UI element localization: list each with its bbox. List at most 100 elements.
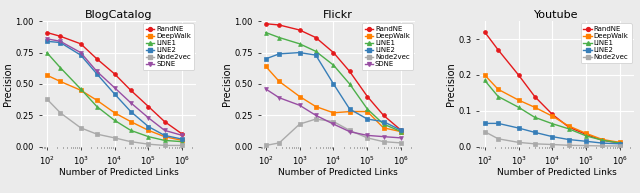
LINE1 [380, 123, 387, 125]
DeepWalk [380, 127, 387, 129]
RandNE [364, 95, 371, 98]
DeepWalk [397, 130, 405, 133]
Y-axis label: Precision: Precision [446, 62, 456, 106]
DeepWalk [548, 115, 556, 117]
LINE1 [364, 108, 371, 110]
Node2vec [397, 142, 405, 144]
SDNE [93, 70, 100, 73]
Legend: RandNE, DeepWalk, LINE1, LINE2, Node2vec, SDNE: RandNE, DeepWalk, LINE1, LINE2, Node2vec… [143, 23, 194, 70]
Y-axis label: Precision: Precision [221, 62, 232, 106]
SDNE [145, 117, 152, 119]
LINE2 [111, 93, 118, 95]
DeepWalk [616, 141, 624, 144]
RandNE [397, 129, 405, 132]
LINE2 [296, 51, 303, 54]
LINE2 [145, 125, 152, 128]
DeepWalk [494, 88, 502, 91]
Node2vec [494, 138, 502, 140]
SDNE [312, 114, 319, 116]
Node2vec [598, 145, 606, 147]
Line: LINE1: LINE1 [483, 78, 622, 145]
RandNE [494, 49, 502, 51]
DeepWalk [77, 89, 84, 91]
LINE1 [616, 142, 624, 144]
Line: SDNE: SDNE [264, 87, 403, 140]
LINE1 [262, 31, 269, 34]
RandNE [127, 89, 134, 91]
RandNE [111, 73, 118, 75]
LINE2 [56, 41, 64, 44]
Legend: RandNE, DeepWalk, LINE1, LINE2, Node2vec, SDNE: RandNE, DeepWalk, LINE1, LINE2, Node2vec… [362, 23, 413, 70]
Node2vec [564, 144, 572, 146]
Line: RandNE: RandNE [45, 30, 184, 136]
DeepWalk [127, 120, 134, 123]
RandNE [145, 105, 152, 108]
RandNE [515, 74, 522, 76]
LINE1 [397, 130, 405, 133]
LINE1 [127, 129, 134, 132]
Node2vec [127, 141, 134, 143]
RandNE [312, 36, 319, 39]
DeepWalk [145, 129, 152, 132]
Node2vec [364, 137, 371, 139]
RandNE [262, 23, 269, 25]
DeepWalk [56, 80, 64, 83]
Node2vec [275, 142, 283, 144]
LINE1 [515, 106, 522, 108]
LINE2 [77, 54, 84, 56]
SDNE [111, 86, 118, 89]
Node2vec [145, 143, 152, 145]
LINE2 [161, 134, 168, 137]
Line: RandNE: RandNE [264, 22, 403, 132]
SDNE [275, 96, 283, 99]
LINE2 [330, 83, 337, 85]
Line: LINE1: LINE1 [45, 51, 184, 144]
Line: DeepWalk: DeepWalk [264, 64, 403, 134]
Line: DeepWalk: DeepWalk [45, 73, 184, 142]
Node2vec [380, 141, 387, 143]
SDNE [262, 88, 269, 90]
SDNE [364, 134, 371, 137]
LINE2 [312, 54, 319, 56]
Line: LINE2: LINE2 [483, 121, 622, 146]
X-axis label: Number of Predicted Links: Number of Predicted Links [59, 168, 179, 177]
DeepWalk [582, 132, 590, 135]
DeepWalk [93, 99, 100, 102]
RandNE [548, 113, 556, 116]
Node2vec [481, 130, 488, 133]
LINE2 [262, 58, 269, 60]
RandNE [296, 29, 303, 31]
Node2vec [515, 141, 522, 144]
Node2vec [77, 127, 84, 129]
LINE1 [582, 135, 590, 137]
Legend: RandNE, DeepWalk, LINE1, LINE2, Node2vec: RandNE, DeepWalk, LINE1, LINE2, Node2vec [580, 23, 632, 63]
LINE2 [531, 131, 538, 134]
RandNE [346, 70, 353, 73]
LINE2 [346, 108, 353, 110]
DeepWalk [481, 74, 488, 76]
SDNE [43, 38, 51, 40]
LINE1 [93, 105, 100, 108]
Line: Node2vec: Node2vec [483, 130, 622, 148]
Line: Node2vec: Node2vec [264, 117, 403, 147]
LINE1 [330, 64, 337, 66]
LINE1 [346, 83, 353, 85]
SDNE [397, 137, 405, 139]
DeepWalk [111, 112, 118, 114]
LINE1 [77, 88, 84, 90]
RandNE [56, 35, 64, 37]
Node2vec [111, 137, 118, 139]
SDNE [161, 129, 168, 132]
SDNE [56, 40, 64, 42]
X-axis label: Number of Predicted Links: Number of Predicted Links [278, 168, 397, 177]
LINE1 [56, 66, 64, 69]
SDNE [127, 102, 134, 104]
LINE2 [582, 140, 590, 142]
DeepWalk [564, 125, 572, 127]
RandNE [275, 24, 283, 26]
LINE1 [312, 50, 319, 52]
SDNE [179, 134, 186, 137]
Line: SDNE: SDNE [45, 37, 184, 137]
Title: Youtube: Youtube [534, 10, 579, 20]
LINE2 [481, 122, 488, 124]
